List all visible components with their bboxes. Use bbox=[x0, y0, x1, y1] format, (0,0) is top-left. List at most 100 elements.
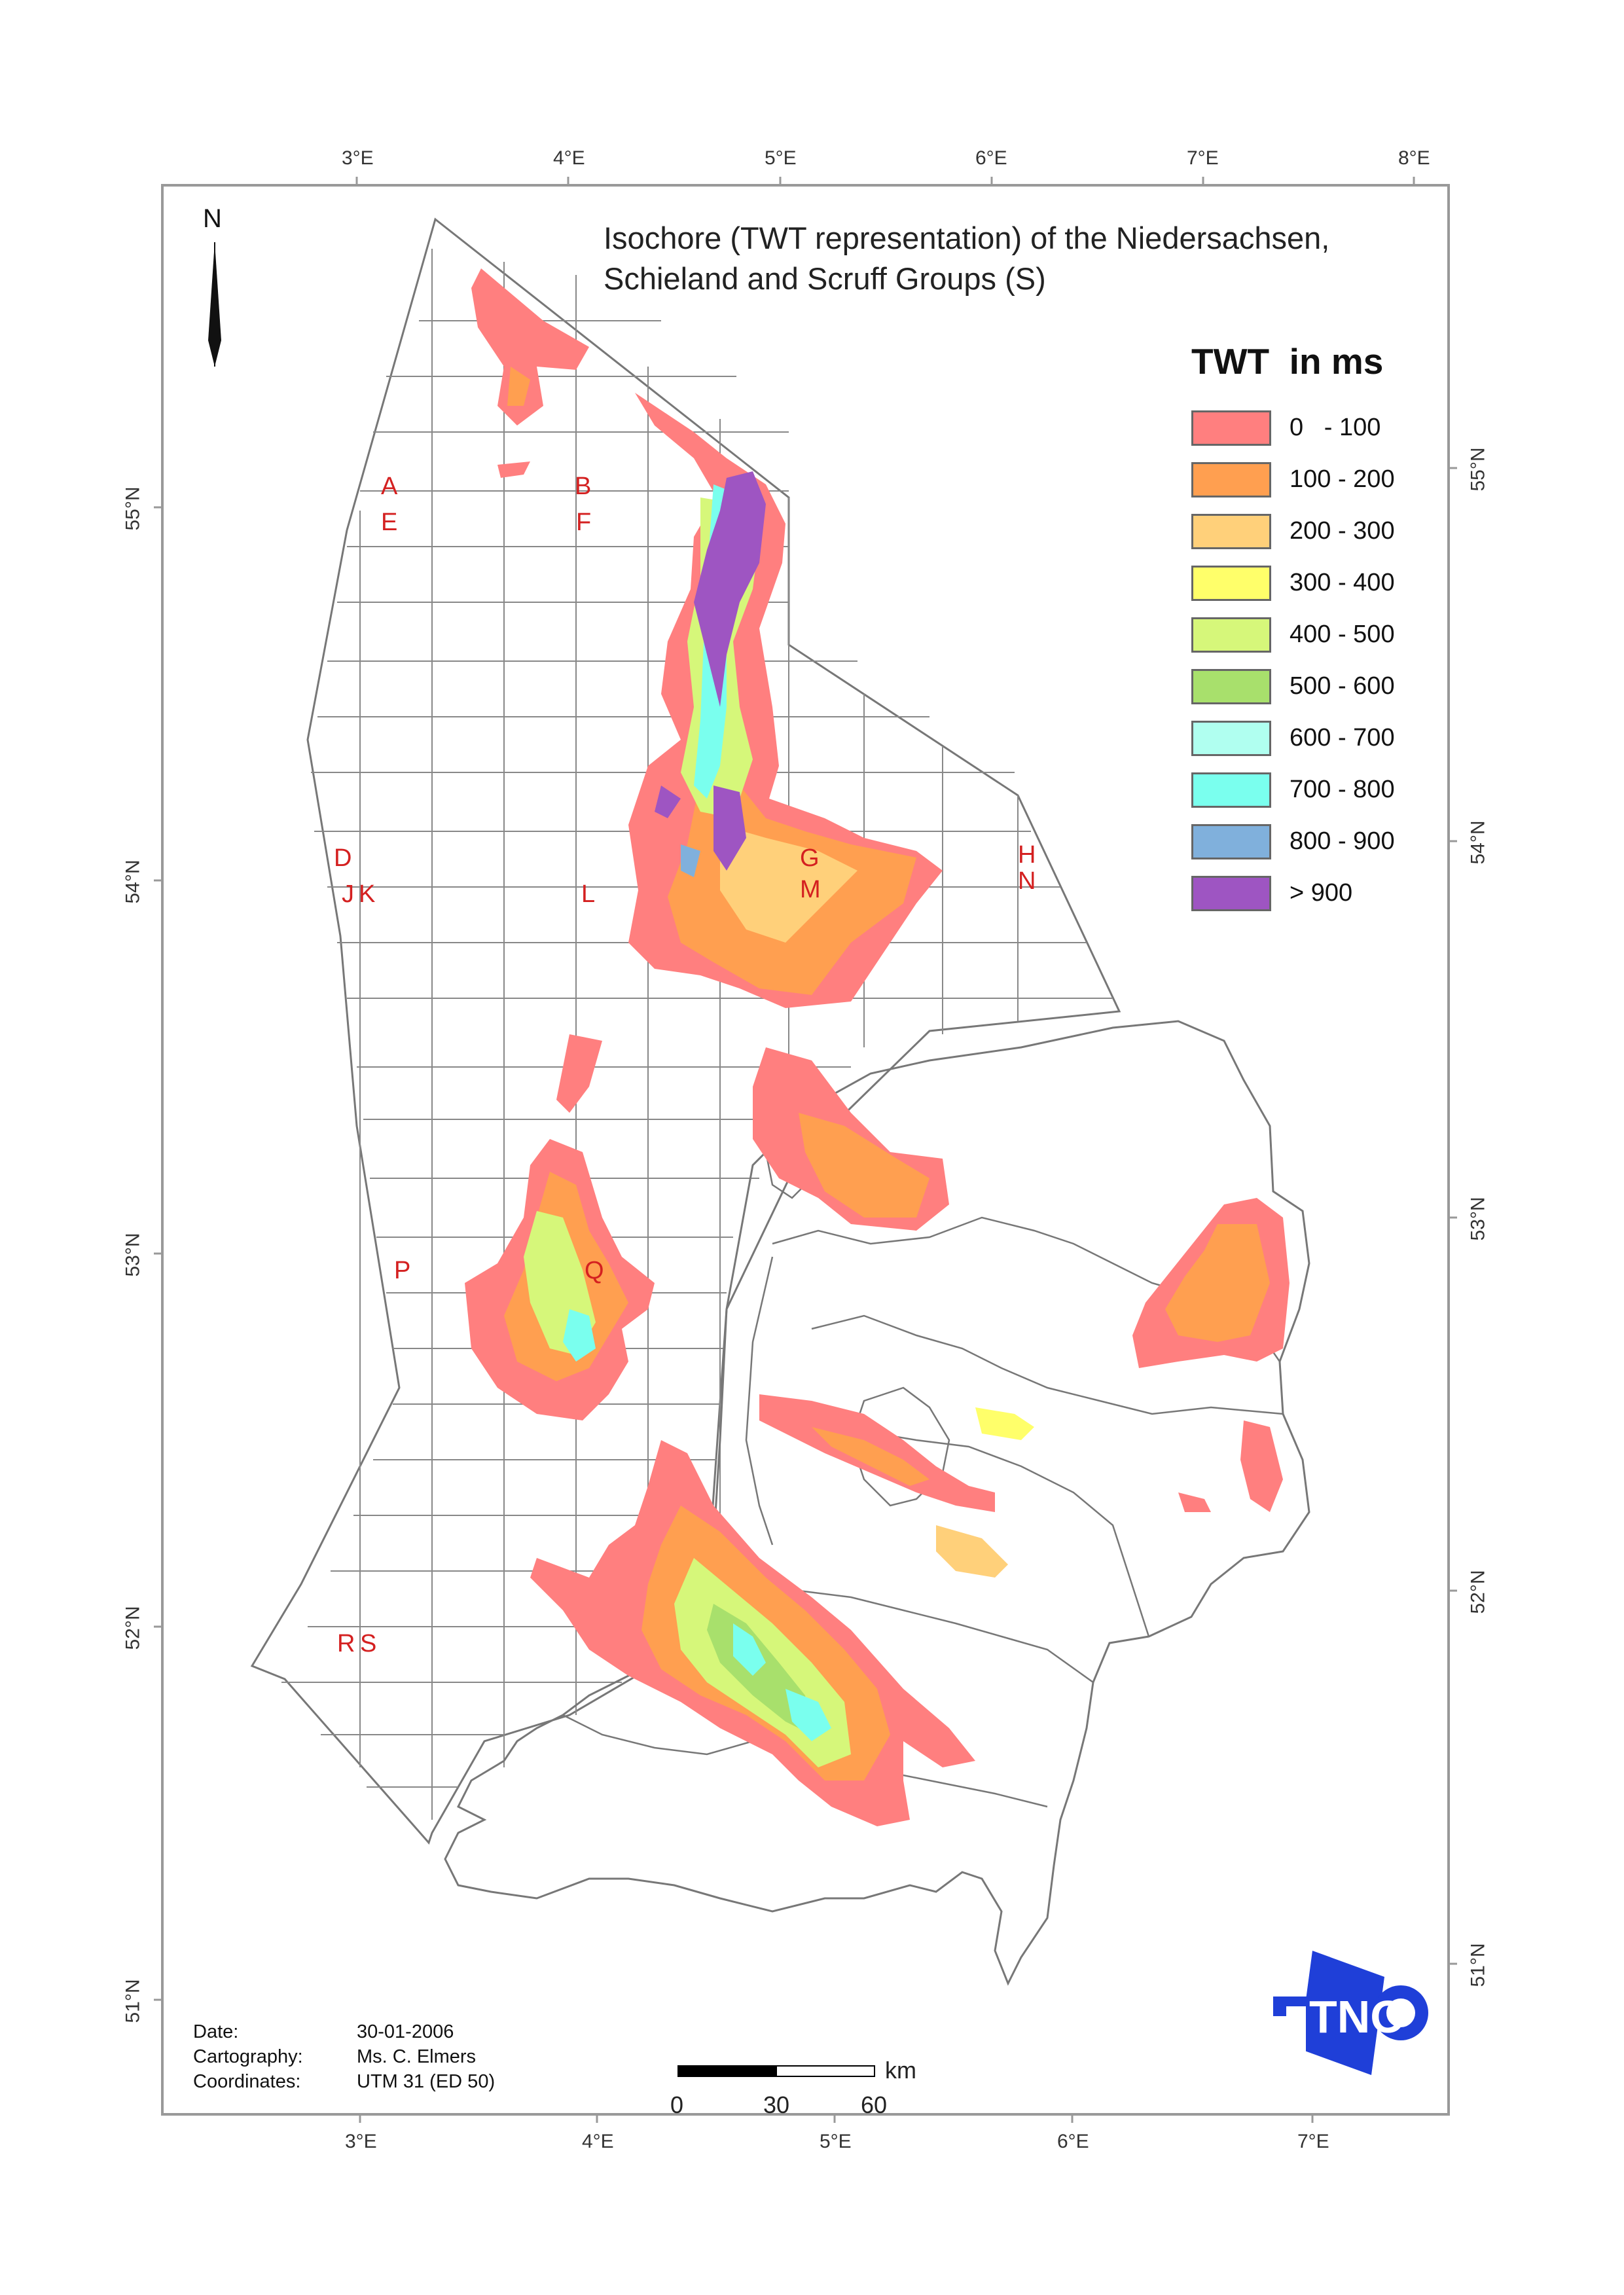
legend-swatch bbox=[1191, 772, 1271, 808]
legend-label: 200 - 300 bbox=[1290, 517, 1395, 545]
block-label-p: P bbox=[394, 1257, 411, 1284]
block-label-m: M bbox=[800, 876, 821, 903]
legend-label: 700 - 800 bbox=[1290, 776, 1395, 803]
legend: TWT in ms 0 - 100 100 - 200 200 - 300 300 -… bbox=[1191, 340, 1453, 919]
legend-label: 500 - 600 bbox=[1290, 672, 1395, 700]
block-label-s: S bbox=[360, 1630, 377, 1657]
scale-bar-tick-30: 30 bbox=[763, 2091, 790, 2118]
map-title-line-1: Isochore (TWT representation) of the Nie… bbox=[604, 221, 1330, 255]
left-lat-label-51n: 51°N bbox=[122, 1979, 144, 2023]
legend-label: 300 - 400 bbox=[1290, 569, 1395, 596]
block-label-b: B bbox=[575, 473, 592, 500]
top-lon-label-6e: 6°E bbox=[975, 147, 1007, 169]
block-label-d: D bbox=[334, 844, 352, 872]
bottom-lon-label-4e: 4°E bbox=[582, 2131, 614, 2152]
scale-bar-white-segment bbox=[776, 2065, 875, 2077]
scale-bar-unit: km bbox=[885, 2057, 916, 2084]
right-lat-label-55n: 55°N bbox=[1467, 447, 1489, 492]
tno-logo: TNO bbox=[1273, 1951, 1428, 2075]
top-lon-label-4e: 4°E bbox=[553, 147, 585, 169]
patch-north-a bbox=[471, 268, 589, 425]
legend-item: 500 - 600 bbox=[1191, 660, 1453, 712]
block-label-f: F bbox=[576, 509, 592, 536]
left-lat-label-53n: 53°N bbox=[122, 1233, 144, 1277]
isochore-patches bbox=[465, 268, 1290, 1826]
block-label-e: E bbox=[381, 509, 398, 536]
legend-label: 400 - 500 bbox=[1290, 621, 1395, 648]
block-label-n: N bbox=[1018, 867, 1036, 895]
meta-coordinates-label: Coordinates: bbox=[193, 2071, 301, 2092]
map-frame bbox=[161, 184, 1450, 2116]
legend-title: TWT in ms bbox=[1191, 341, 1384, 382]
legend-swatch bbox=[1191, 720, 1271, 756]
legend-item: 100 - 200 bbox=[1191, 454, 1453, 505]
left-lat-label-54n: 54°N bbox=[122, 859, 144, 904]
meta-coordinates-row: Coordinates: UTM 31 (ED 50) bbox=[193, 2069, 495, 2094]
block-label-k: K bbox=[359, 880, 376, 908]
legend-item: 700 - 800 bbox=[1191, 764, 1453, 816]
meta-coordinates-value: UTM 31 (ED 50) bbox=[357, 2071, 496, 2092]
top-lon-label-7e: 7°E bbox=[1187, 147, 1219, 169]
legend-swatch bbox=[1191, 410, 1271, 446]
legend-item: 0 - 100 bbox=[1191, 402, 1453, 454]
block-label-j: J bbox=[342, 880, 354, 908]
scale-bar-tick-0: 0 bbox=[670, 2091, 684, 2118]
right-lat-label-52n: 52°N bbox=[1467, 1570, 1489, 1614]
legend-swatch bbox=[1191, 617, 1271, 653]
map-title-line-2: Schieland and Scruff Groups (S) bbox=[604, 261, 1046, 296]
netherlands-outline bbox=[444, 1020, 1310, 1986]
meta-cartography-label: Cartography: bbox=[193, 2046, 303, 2067]
top-lon-label-8e: 8°E bbox=[1398, 147, 1430, 169]
patch-deep-trough bbox=[694, 471, 766, 707]
legend-label: 0 - 100 bbox=[1290, 414, 1381, 441]
legend-swatch bbox=[1191, 875, 1271, 911]
legend-label: 800 - 900 bbox=[1290, 827, 1395, 855]
graticule-ticks bbox=[154, 177, 1457, 2123]
meta-date-label: Date: bbox=[193, 2021, 239, 2042]
right-lat-label-51n: 51°N bbox=[1467, 1943, 1489, 1987]
block-label-h: H bbox=[1018, 841, 1036, 869]
block-label-q: Q bbox=[585, 1257, 604, 1284]
legend-swatch bbox=[1191, 823, 1271, 859]
top-lon-label-3e: 3°E bbox=[342, 147, 374, 169]
legend-label: > 900 bbox=[1290, 879, 1353, 907]
left-lat-label-52n: 52°N bbox=[122, 1606, 144, 1650]
map-title: Isochore (TWT representation) of the Nie… bbox=[604, 218, 1329, 299]
block-label-g: G bbox=[800, 844, 820, 872]
legend-swatch bbox=[1191, 461, 1271, 497]
scale-bar bbox=[677, 2065, 875, 2080]
bottom-lon-label-6e: 6°E bbox=[1057, 2131, 1089, 2152]
legend-label: 100 - 200 bbox=[1290, 465, 1395, 493]
bottom-lon-label-7e: 7°E bbox=[1297, 2131, 1329, 2152]
north-label: N bbox=[203, 204, 222, 233]
legend-item: > 900 bbox=[1191, 867, 1453, 919]
legend-swatch bbox=[1191, 565, 1271, 601]
legend-item: 300 - 400 bbox=[1191, 557, 1453, 609]
legend-item: 800 - 900 bbox=[1191, 816, 1453, 867]
map-metadata: Date: 30-01-2006 Cartography: Ms. C. Elm… bbox=[193, 2019, 495, 2094]
legend-rows: 0 - 100 100 - 200 200 - 300 300 - 400 400 - … bbox=[1191, 402, 1453, 919]
bottom-lon-label-3e: 3°E bbox=[345, 2131, 377, 2152]
block-label-a: A bbox=[381, 473, 398, 500]
scale-bar-tick-60: 60 bbox=[861, 2091, 888, 2118]
legend-item: 200 - 300 bbox=[1191, 505, 1453, 557]
block-label-l: L bbox=[581, 880, 596, 908]
meta-cartography-row: Cartography: Ms. C. Elmers bbox=[193, 2044, 495, 2069]
tno-logo-text: TNO bbox=[1309, 1991, 1406, 2042]
north-arrow-icon bbox=[208, 242, 221, 367]
bottom-lon-label-5e: 5°E bbox=[820, 2131, 852, 2152]
province-boundaries bbox=[562, 1138, 1284, 1808]
legend-label: 600 - 700 bbox=[1290, 724, 1395, 751]
legend-swatch bbox=[1191, 513, 1271, 549]
meta-date-row: Date: 30-01-2006 bbox=[193, 2019, 495, 2044]
scale-bar-black-segment bbox=[677, 2065, 777, 2077]
legend-swatch bbox=[1191, 668, 1271, 704]
meta-date-value: 30-01-2006 bbox=[357, 2021, 454, 2042]
legend-item: 400 - 500 bbox=[1191, 609, 1453, 660]
top-lon-label-5e: 5°E bbox=[765, 147, 797, 169]
right-lat-label-53n: 53°N bbox=[1467, 1197, 1489, 1241]
legend-item: 600 - 700 bbox=[1191, 712, 1453, 764]
left-lat-label-55n: 55°N bbox=[122, 486, 144, 531]
meta-cartography-value: Ms. C. Elmers bbox=[357, 2046, 477, 2067]
